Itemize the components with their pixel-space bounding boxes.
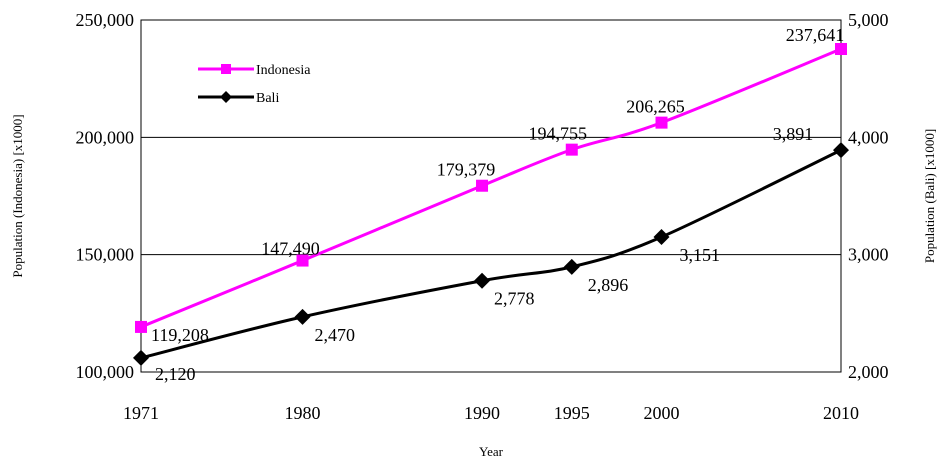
left-tick-label: 150,000	[76, 245, 135, 265]
legend-marker-bali	[220, 91, 232, 103]
x-tick-label: 1971	[123, 403, 159, 423]
right-tick-label: 3,000	[848, 245, 889, 265]
legend-item-bali: Bali	[198, 91, 279, 106]
point-bali	[653, 228, 670, 245]
point-bali	[833, 142, 849, 159]
point-bali	[294, 308, 311, 325]
point-indonesia	[835, 43, 847, 56]
legend-label-bali: Bali	[256, 91, 279, 106]
x-tick-label: 2000	[644, 403, 680, 423]
data-label-indonesia: 119,208	[151, 325, 209, 345]
data-label-bali: 2,896	[588, 275, 629, 295]
data-label-bali: 3,891	[773, 124, 814, 144]
left-tick-label: 250,000	[76, 10, 135, 30]
gridlines	[141, 19, 841, 373]
legend-label-indonesia: Indonesia	[256, 63, 311, 78]
right-tick-label: 2,000	[848, 362, 889, 382]
left-axis-title: Population (Indonesia) [x1000]	[10, 114, 25, 277]
legend-marker-indonesia	[221, 64, 231, 74]
x-tick-label: 1995	[554, 403, 590, 423]
left-tick-label: 200,000	[76, 127, 135, 147]
x-tick-label: 1980	[285, 403, 321, 423]
data-label-indonesia: 147,490	[261, 239, 320, 259]
series-line-indonesia	[140, 47, 842, 329]
x-tick-label: 2010	[823, 403, 859, 423]
right-axis-title: Population (Bali) [x1000]	[922, 129, 937, 263]
data-label-indonesia: 237,641	[786, 25, 845, 45]
point-bali	[133, 349, 149, 366]
data-label-indonesia: 194,755	[529, 124, 588, 144]
legend-item-indonesia: Indonesia	[198, 63, 311, 78]
data-label-bali: 2,470	[315, 325, 356, 345]
plot-area	[140, 19, 842, 373]
data-label-bali: 3,151	[680, 245, 721, 265]
data-label-indonesia: 206,265	[626, 97, 685, 117]
series-line-bali	[140, 148, 842, 360]
left-tick-label: 100,000	[76, 362, 135, 382]
data-label-bali: 2,778	[494, 289, 535, 309]
x-axis-title: Year	[479, 444, 504, 459]
data-labels: 119,208 147,490 179,379 194,755 206,265 237,6…	[151, 25, 844, 384]
data-label-indonesia: 179,379	[437, 160, 496, 180]
point-indonesia	[476, 179, 489, 192]
left-axis-ticks: 100,000 150,000 200,000 250,000	[76, 10, 135, 382]
point-indonesia	[296, 254, 309, 267]
legend: Indonesia Bali	[198, 63, 311, 106]
series-layer	[133, 43, 849, 366]
right-axis-ticks: 2,000 3,000 4,000 5,000	[848, 10, 889, 382]
point-bali	[563, 258, 580, 275]
point-indonesia	[135, 320, 147, 333]
right-tick-label: 4,000	[848, 127, 889, 147]
point-indonesia	[655, 116, 668, 129]
x-tick-label: 1990	[464, 403, 500, 423]
data-label-bali: 2,120	[155, 364, 196, 384]
right-tick-label: 5,000	[848, 10, 889, 30]
point-indonesia	[565, 143, 578, 156]
point-bali	[474, 272, 491, 289]
x-axis-ticks: 1971 1980 1990 1995 2000 2010	[123, 403, 859, 423]
